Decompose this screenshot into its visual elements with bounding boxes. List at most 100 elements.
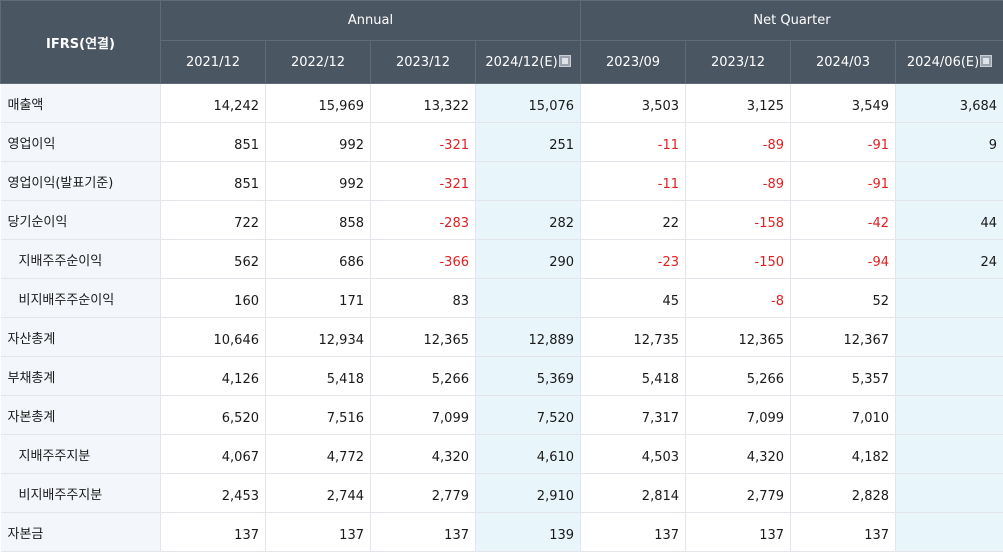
table-cell: 171: [266, 279, 371, 318]
row-label: 비지배주주순이익: [1, 279, 161, 318]
table-cell: 4,320: [686, 435, 791, 474]
table-cell: -89: [686, 123, 791, 162]
period-label: 2021/12: [186, 55, 240, 70]
table-cell: 2,910: [476, 474, 581, 513]
table-cell: 12,934: [266, 318, 371, 357]
table-cell: -91: [791, 162, 896, 201]
table-cell: 137: [266, 513, 371, 552]
period-label: 2023/09: [606, 55, 660, 70]
table-cell: 137: [161, 513, 266, 552]
table-cell: -8: [686, 279, 791, 318]
row-label: 지배주주순이익: [1, 240, 161, 279]
table-cell: 5,266: [371, 357, 476, 396]
row-label: 부채총계: [1, 357, 161, 396]
table-cell: 282: [476, 201, 581, 240]
table-cell: 137: [371, 513, 476, 552]
table-cell: -366: [371, 240, 476, 279]
row-label: 자본총계: [1, 396, 161, 435]
table-cell: [896, 435, 1003, 474]
estimate-info-icon[interactable]: [559, 55, 571, 67]
table-cell: 9: [896, 123, 1003, 162]
net-quarter-group-header: Net Quarter: [581, 1, 1003, 41]
period-header: 2023/12: [686, 41, 791, 84]
table-cell: 12,365: [686, 318, 791, 357]
table-cell: 562: [161, 240, 266, 279]
table-cell: 4,610: [476, 435, 581, 474]
table-cell: [896, 474, 1003, 513]
table-cell: 15,969: [266, 84, 371, 123]
table-cell: 686: [266, 240, 371, 279]
table-cell: 12,365: [371, 318, 476, 357]
table-cell: 5,418: [581, 357, 686, 396]
table-cell: 5,418: [266, 357, 371, 396]
table-cell: [896, 357, 1003, 396]
table-cell: 13,322: [371, 84, 476, 123]
table-cell: 5,266: [686, 357, 791, 396]
table-cell: 3,684: [896, 84, 1003, 123]
table-cell: -89: [686, 162, 791, 201]
table-cell: -321: [371, 162, 476, 201]
period-header: 2024/03: [791, 41, 896, 84]
table-cell: 4,067: [161, 435, 266, 474]
ifrs-corner-header: IFRS(연결): [1, 1, 161, 84]
table-cell: 4,320: [371, 435, 476, 474]
row-label: 영업이익: [1, 123, 161, 162]
row-label: 매출액: [1, 84, 161, 123]
table-cell: 137: [686, 513, 791, 552]
table-cell: -150: [686, 240, 791, 279]
row-label: 자산총계: [1, 318, 161, 357]
table-cell: 4,503: [581, 435, 686, 474]
table-cell: -11: [581, 123, 686, 162]
table-cell: 992: [266, 162, 371, 201]
table-cell: [476, 279, 581, 318]
period-label: 2023/12: [396, 55, 450, 70]
row-label: 비지배주주지분: [1, 474, 161, 513]
row-label: 당기순이익: [1, 201, 161, 240]
table-cell: -23: [581, 240, 686, 279]
table-cell: [896, 396, 1003, 435]
table-cell: -321: [371, 123, 476, 162]
period-header: 2024/12(E): [476, 41, 581, 84]
table-cell: [896, 318, 1003, 357]
table-cell: 137: [581, 513, 686, 552]
table-cell: 7,099: [686, 396, 791, 435]
period-header: 2023/12: [371, 41, 476, 84]
table-cell: 851: [161, 123, 266, 162]
table-cell: 2,779: [371, 474, 476, 513]
table-cell: 251: [476, 123, 581, 162]
table-cell: 6,520: [161, 396, 266, 435]
table-cell: 15,076: [476, 84, 581, 123]
table-cell: -11: [581, 162, 686, 201]
table-cell: 2,814: [581, 474, 686, 513]
table-cell: 2,744: [266, 474, 371, 513]
table-cell: 3,503: [581, 84, 686, 123]
table-cell: 12,889: [476, 318, 581, 357]
table-cell: 83: [371, 279, 476, 318]
table-cell: -158: [686, 201, 791, 240]
table-cell: 5,369: [476, 357, 581, 396]
table-cell: 851: [161, 162, 266, 201]
table-cell: [896, 162, 1003, 201]
table-cell: -283: [371, 201, 476, 240]
estimate-info-icon[interactable]: [980, 55, 992, 67]
table-cell: -91: [791, 123, 896, 162]
table-cell: 10,646: [161, 318, 266, 357]
table-cell: 4,126: [161, 357, 266, 396]
table-cell: 45: [581, 279, 686, 318]
period-label: 2023/12: [711, 55, 765, 70]
table-cell: 24: [896, 240, 1003, 279]
table-cell: 2,828: [791, 474, 896, 513]
annual-group-header: Annual: [161, 1, 581, 41]
table-cell: 858: [266, 201, 371, 240]
row-label: 자본금: [1, 513, 161, 552]
period-header: 2024/06(E): [896, 41, 1003, 84]
